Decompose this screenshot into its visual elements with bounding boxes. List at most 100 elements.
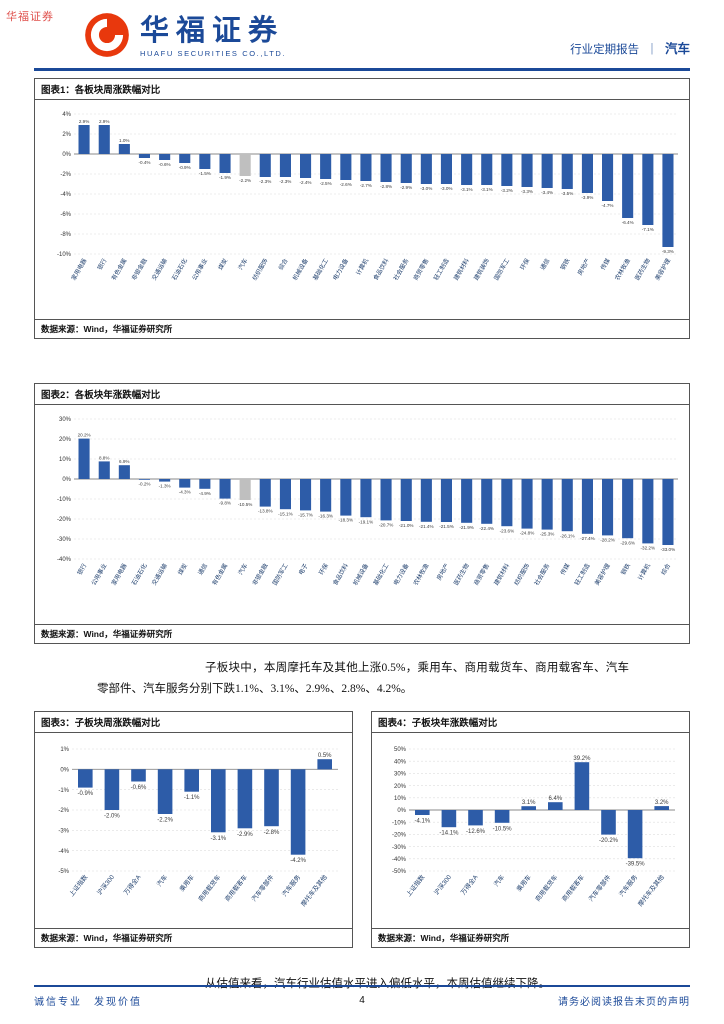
svg-text:-4%: -4% xyxy=(60,192,71,198)
svg-text:-3.2%: -3.2% xyxy=(501,188,513,193)
figure-1-chart-area: 4% 2% 0% -2% -4% -6% -8% -10% 2.9% 家用电器 2.9% 银行 1.0%… xyxy=(35,100,689,319)
svg-text:-9.8%: -9.8% xyxy=(219,501,231,506)
svg-text:-20.7%: -20.7% xyxy=(379,523,394,528)
svg-text:1%: 1% xyxy=(60,748,69,754)
svg-text:石油石化: 石油石化 xyxy=(170,257,189,282)
report-industry-label: 汽车 xyxy=(664,42,690,56)
svg-text:银行: 银行 xyxy=(75,562,88,576)
svg-text:6.9%: 6.9% xyxy=(119,459,129,464)
svg-text:-3%: -3% xyxy=(58,829,69,835)
svg-text:-3.0%: -3.0% xyxy=(440,186,452,191)
svg-text:-22.4%: -22.4% xyxy=(479,526,494,531)
huafu-logo-icon xyxy=(84,12,130,63)
subsector-yearly-bar-chart: 50% 40% 30% 20% 10% 0% -10% -20% -30% -40% -50% -4.… xyxy=(392,748,675,908)
footer-slogan: 诚信专业 发现价值 xyxy=(34,997,142,1008)
footer-rule xyxy=(34,984,690,987)
svg-text:-21.0%: -21.0% xyxy=(399,523,414,528)
svg-text:交通运输: 交通运输 xyxy=(150,562,169,587)
sector-yearly-bar-chart: 30% 20% 10% 0% -10% -20% -30% -40% 20.2% 银行 8.8% 公用… xyxy=(57,417,678,587)
svg-text:国防军工: 国防军工 xyxy=(271,562,290,587)
svg-text:3.1%: 3.1% xyxy=(522,801,536,807)
svg-text:-30%: -30% xyxy=(57,537,72,543)
svg-text:社会服务: 社会服务 xyxy=(532,562,551,587)
figure-3-subsector-weekly: 图表3：子板块周涨跌幅对比 1% 0% -1% -2% -3% -4% -5% -0.9% 上证… xyxy=(34,711,353,949)
brand-name-cn: 华福证券 xyxy=(140,15,285,47)
svg-text:煤炭: 煤炭 xyxy=(216,257,229,271)
svg-text:汽车: 汽车 xyxy=(236,257,249,271)
watermark-text: 华福证券 xyxy=(6,11,54,23)
svg-text:-30%: -30% xyxy=(392,845,407,851)
svg-text:电力设备: 电力设备 xyxy=(391,562,410,587)
svg-text:商贸零售: 商贸零售 xyxy=(472,562,491,587)
svg-text:非银金融: 非银金融 xyxy=(251,562,270,587)
sector-weekly-bar-chart: 4% 2% 0% -2% -4% -6% -8% -10% 2.9% 家用电器 2.9% 银行 1.0%… xyxy=(57,112,678,282)
svg-text:-19.1%: -19.1% xyxy=(359,519,374,524)
svg-text:0%: 0% xyxy=(397,809,406,815)
svg-text:环保: 环保 xyxy=(317,562,330,576)
svg-text:房地产: 房地产 xyxy=(576,257,592,277)
svg-text:-2.5%: -2.5% xyxy=(320,181,332,186)
svg-text:-2.3%: -2.3% xyxy=(279,179,291,184)
svg-text:-1.9%: -1.9% xyxy=(219,175,231,180)
svg-text:有色金属: 有色金属 xyxy=(210,562,229,587)
svg-text:-12.6%: -12.6% xyxy=(466,829,486,835)
svg-text:-4.1%: -4.1% xyxy=(414,819,430,825)
svg-text:20.2%: 20.2% xyxy=(78,433,91,438)
sub-sector-figures-row: 图表3：子板块周涨跌幅对比 1% 0% -1% -2% -3% -4% -5% -0.9% 上证… xyxy=(34,711,690,949)
svg-text:-3.5%: -3.5% xyxy=(561,191,573,196)
svg-text:0%: 0% xyxy=(62,477,71,483)
svg-text:美容护理: 美容护理 xyxy=(653,257,672,282)
svg-text:20%: 20% xyxy=(394,784,407,790)
svg-text:-2%: -2% xyxy=(60,172,71,178)
svg-text:乘用车: 乘用车 xyxy=(514,873,533,893)
svg-text:农林牧渔: 农林牧渔 xyxy=(412,562,431,587)
svg-text:-4.2%: -4.2% xyxy=(290,859,306,865)
svg-text:上证指数: 上证指数 xyxy=(67,873,90,899)
svg-text:-21.5%: -21.5% xyxy=(439,524,454,529)
svg-text:-5%: -5% xyxy=(58,870,69,876)
svg-text:万得全A: 万得全A xyxy=(458,872,480,896)
subsector-weekly-bar-chart: 1% 0% -1% -2% -3% -4% -5% -0.9% 上证指数 -2.0% 沪深300 -0… xyxy=(58,748,338,908)
header-rule xyxy=(34,68,690,71)
svg-text:-9.3%: -9.3% xyxy=(662,249,674,254)
svg-text:-4.9%: -4.9% xyxy=(199,491,211,496)
svg-text:39.2%: 39.2% xyxy=(573,757,591,763)
svg-text:商用载货车: 商用载货车 xyxy=(196,873,222,903)
svg-text:计算机: 计算机 xyxy=(636,562,652,582)
report-type-label: 行业定期报告 xyxy=(570,44,640,56)
svg-text:-0.6%: -0.6% xyxy=(159,162,171,167)
svg-text:-8%: -8% xyxy=(60,232,71,238)
svg-text:沪深300: 沪深300 xyxy=(95,873,117,897)
svg-text:交通运输: 交通运输 xyxy=(150,257,169,282)
svg-text:食品饮料: 食品饮料 xyxy=(371,257,390,282)
svg-text:-3.1%: -3.1% xyxy=(461,187,473,192)
svg-text:-40%: -40% xyxy=(392,857,407,863)
svg-text:环保: 环保 xyxy=(518,257,531,271)
svg-text:-26.1%: -26.1% xyxy=(560,533,575,538)
svg-text:-3.4%: -3.4% xyxy=(541,190,553,195)
svg-text:1.0%: 1.0% xyxy=(119,138,129,143)
svg-text:-10.5%: -10.5% xyxy=(238,502,253,507)
svg-text:综合: 综合 xyxy=(659,562,672,576)
footer-disclaimer: 请务必阅读报告末页的声明 xyxy=(558,997,690,1008)
svg-text:-10%: -10% xyxy=(57,497,72,503)
svg-text:银行: 银行 xyxy=(95,257,108,271)
svg-text:建筑材料: 建筑材料 xyxy=(452,257,471,282)
svg-text:商用载客车: 商用载客车 xyxy=(560,873,586,903)
svg-text:-2.9%: -2.9% xyxy=(400,185,412,190)
svg-text:国防军工: 国防军工 xyxy=(492,257,511,282)
svg-text:汽车: 汽车 xyxy=(236,562,249,576)
svg-text:-39.5%: -39.5% xyxy=(626,862,646,868)
brand-name-en: HUAFU SECURITIES CO.,LTD. xyxy=(140,49,287,58)
report-meta: 行业定期报告 ｜ 汽车 xyxy=(570,38,690,63)
figure-4-chart-area: 50% 40% 30% 20% 10% 0% -10% -20% -30% -40% -50% -4.… xyxy=(372,733,689,928)
figure-2-title: 图表2：各板块年涨跌幅对比 xyxy=(35,384,689,405)
svg-text:-3.9%: -3.9% xyxy=(581,195,593,200)
svg-text:通信: 通信 xyxy=(538,257,551,271)
svg-text:-0.2%: -0.2% xyxy=(138,482,150,487)
svg-text:-1.3%: -1.3% xyxy=(159,484,171,489)
svg-text:-2.2%: -2.2% xyxy=(157,818,173,824)
svg-text:家用电器: 家用电器 xyxy=(69,257,88,282)
svg-text:传媒: 传媒 xyxy=(559,562,572,576)
